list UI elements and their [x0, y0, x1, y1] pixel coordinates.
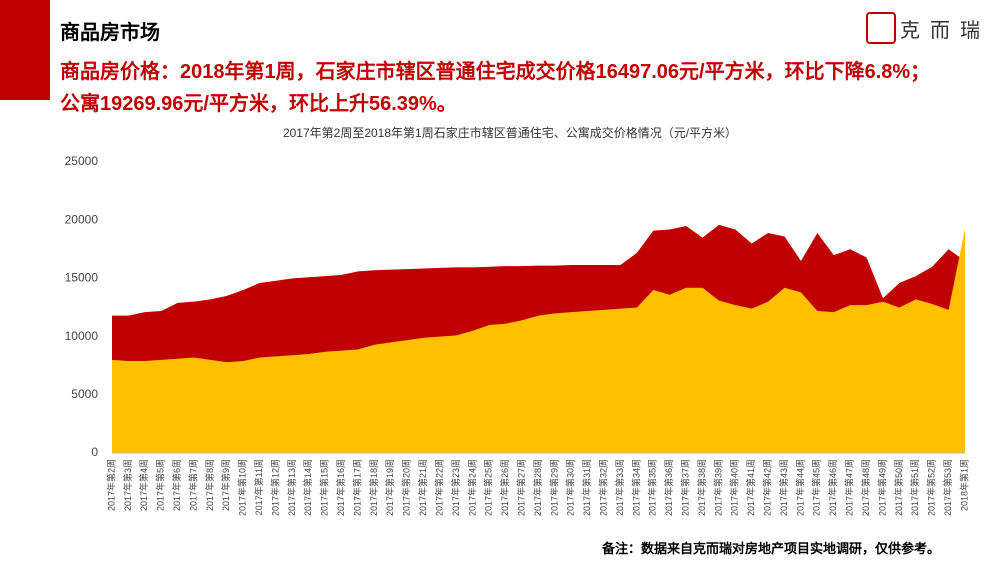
x-tick-label: 2017年第17周	[351, 459, 362, 516]
logo: 克而瑞	[866, 12, 990, 44]
chart-title: 2017年第2周至2018年第1周石家庄市辖区普通住宅、公寓成交价格情况（元/平…	[283, 125, 737, 140]
y-tick-label: 10000	[65, 329, 99, 343]
x-tick-label: 2017年第5周	[155, 459, 166, 511]
x-tick-label: 2017年第13周	[286, 459, 297, 516]
x-tick-label: 2017年第3周	[122, 459, 133, 511]
x-tick-label: 2017年第43周	[778, 459, 789, 516]
y-tick-label: 20000	[65, 212, 99, 226]
accent-block	[0, 0, 50, 100]
y-tick-label: 0	[91, 445, 98, 459]
x-tick-label: 2017年第15周	[319, 459, 330, 516]
y-tick-label: 25000	[65, 154, 99, 168]
x-tick-label: 2017年第22周	[433, 459, 444, 516]
x-tick-label: 2017年第16周	[335, 459, 346, 516]
x-tick-label: 2017年第31周	[581, 459, 592, 516]
x-tick-label: 2017年第24周	[466, 459, 477, 516]
x-tick-label: 2017年第29周	[548, 459, 559, 516]
headline: 商品房价格：2018年第1周，石家庄市辖区普通住宅成交价格16497.06元/平…	[60, 61, 931, 115]
x-tick-label: 2017年第12周	[269, 459, 280, 516]
x-tick-label: 2017年第14周	[302, 459, 313, 516]
x-tick-label: 2017年第39周	[712, 459, 723, 516]
x-tick-label: 2017年第6周	[171, 459, 182, 511]
x-tick-label: 2017年第9周	[220, 459, 231, 511]
x-tick-label: 2017年第32周	[597, 459, 608, 516]
y-tick-label: 15000	[65, 271, 99, 285]
x-tick-label: 2017年第19周	[384, 459, 395, 516]
x-tick-label: 2017年第30周	[565, 459, 576, 516]
x-tick-label: 2017年第8周	[204, 459, 215, 511]
x-tick-label: 2017年第35周	[647, 459, 658, 516]
x-tick-label: 2017年第36周	[663, 459, 674, 516]
x-tick-label: 2017年第2周	[105, 459, 116, 511]
x-tick-label: 2017年第37周	[680, 459, 691, 516]
x-tick-label: 2017年第26周	[499, 459, 510, 516]
x-tick-label: 2017年第41周	[745, 459, 756, 516]
x-tick-label: 2017年第18周	[368, 459, 379, 516]
x-tick-label: 2017年第52周	[926, 459, 937, 516]
x-tick-label: 2017年第21周	[417, 459, 428, 516]
x-tick-label: 2017年第48周	[860, 459, 871, 516]
x-tick-label: 2017年第4周	[138, 459, 149, 511]
x-tick-label: 2017年第42周	[762, 459, 773, 516]
logo-text: 克而瑞	[900, 19, 990, 42]
footnote: 备注：数据来自克而瑞对房地产项目实地调研，仅供参考。	[601, 541, 940, 556]
x-tick-label: 2017年第38周	[696, 459, 707, 516]
x-tick-label: 2017年第47周	[844, 459, 855, 516]
x-tick-label: 2017年第53周	[942, 459, 953, 516]
x-tick-label: 2017年第46周	[827, 459, 838, 516]
x-tick-label: 2017年第28周	[532, 459, 543, 516]
x-tick-label: 2017年第34周	[630, 459, 641, 516]
logo-seal	[866, 12, 896, 44]
x-tick-label: 2018年第1周	[958, 459, 969, 511]
x-tick-label: 2017年第20周	[401, 459, 412, 516]
x-tick-label: 2017年第49周	[876, 459, 887, 516]
x-tick-label: 2017年第27周	[515, 459, 526, 516]
x-tick-label: 2017年第40周	[729, 459, 740, 516]
x-tick-label: 2017年第7周	[187, 459, 198, 511]
slide-title: 商品房市场	[60, 22, 160, 44]
x-tick-label: 2017年第10周	[237, 459, 248, 516]
x-tick-label: 2017年第51周	[909, 459, 920, 516]
x-tick-label: 2017年第45周	[811, 459, 822, 516]
y-tick-label: 5000	[71, 387, 98, 401]
x-tick-label: 2017年第44周	[794, 459, 805, 516]
x-tick-label: 2017年第25周	[483, 459, 494, 516]
area	[112, 228, 965, 453]
x-tick-label: 2017年第23周	[450, 459, 461, 516]
x-tick-label: 2017年第33周	[614, 459, 625, 516]
x-tick-label: 2017年第50周	[893, 459, 904, 516]
x-tick-label: 2017年第11周	[253, 459, 264, 515]
